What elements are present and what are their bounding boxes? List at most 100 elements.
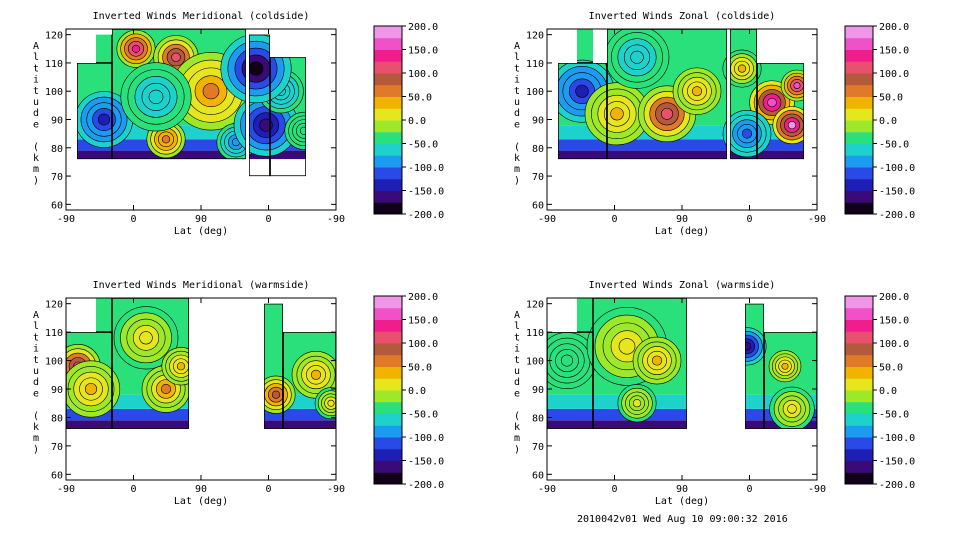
- contour: [84, 383, 98, 395]
- colorbar-swatch: [374, 354, 402, 367]
- data-region-edge: [756, 62, 804, 160]
- colorbar-swatch: [374, 167, 402, 180]
- colorbar-swatch: [374, 401, 402, 414]
- colorbar-label: -100.0: [879, 433, 915, 444]
- contour: [171, 52, 181, 62]
- chart-panel-3: Inverted Winds Meridional (warmside) -90 0…: [33, 280, 444, 507]
- x-tick-label: 90: [676, 214, 688, 225]
- colorbar-swatch: [374, 307, 402, 320]
- colorbar-swatch: [374, 73, 402, 86]
- contour: [691, 86, 703, 97]
- contour: [271, 390, 281, 399]
- colorbar-label: -150.0: [879, 457, 915, 468]
- wind-field: [558, 29, 804, 160]
- contour: [742, 342, 752, 351]
- colorbar-swatch: [374, 296, 402, 309]
- colorbar-label: 100.0: [408, 69, 438, 80]
- contour: [610, 107, 624, 121]
- colorbar-swatch: [374, 448, 402, 461]
- colorbar-swatch: [374, 425, 402, 438]
- colorbar-swatch: [374, 190, 402, 203]
- x-tick-label: 0: [611, 214, 617, 225]
- y-tick-label: 100: [526, 357, 544, 368]
- y-tick-label: 90: [51, 116, 63, 127]
- contour: [202, 83, 220, 100]
- colorbar-swatch: [845, 96, 873, 109]
- wind-field: [77, 29, 306, 177]
- contour: [793, 82, 801, 89]
- colorbar-swatch: [374, 472, 402, 485]
- colorbar-label: -150.0: [408, 187, 444, 198]
- colorbar-swatch: [374, 343, 402, 356]
- data-region-edge: [111, 29, 247, 160]
- colorbar-swatch: [845, 49, 873, 62]
- colorbar-swatch: [374, 319, 402, 332]
- y-tick-label: 80: [51, 144, 63, 155]
- colorbar-label: -50.0: [879, 410, 909, 421]
- colorbar-label: 50.0: [879, 363, 903, 374]
- contour: [148, 89, 164, 105]
- data-region-edge: [763, 331, 817, 429]
- field-band: [547, 408, 817, 421]
- colorbar-swatch: [374, 143, 402, 156]
- colorbar-swatch: [845, 178, 873, 191]
- contour: [767, 97, 777, 108]
- contour: [632, 399, 642, 408]
- y-tick-label: 60: [51, 200, 63, 211]
- colorbar-swatch: [374, 84, 402, 97]
- colorbar-label: 150.0: [408, 46, 438, 57]
- field-band: [558, 139, 804, 151]
- y-tick-label: 100: [45, 87, 63, 98]
- contour: [651, 355, 663, 366]
- colorbar-swatch: [845, 378, 873, 391]
- y-tick-label: 100: [526, 87, 544, 98]
- contour: [787, 404, 797, 414]
- x-tick-label: -90: [538, 214, 556, 225]
- field-band: [77, 150, 306, 160]
- wind-field: [66, 298, 336, 429]
- colorbar-swatch: [845, 296, 873, 309]
- y-tick-label: 110: [45, 59, 63, 70]
- contour: [660, 107, 674, 120]
- field-band: [558, 150, 804, 160]
- contour: [327, 399, 335, 407]
- x-tick-label: 0: [265, 484, 271, 495]
- colorbar-swatch: [374, 96, 402, 109]
- x-tick-label: 90: [676, 484, 688, 495]
- contour: [560, 354, 574, 367]
- contour: [310, 369, 322, 380]
- y-tick-label: 70: [532, 172, 544, 183]
- x-tick-label: -90: [57, 214, 75, 225]
- x-tick-label: 0: [746, 214, 752, 225]
- contour: [575, 84, 589, 98]
- colorbar-swatch: [845, 108, 873, 121]
- field-band: [547, 394, 817, 409]
- colorbar-swatch: [374, 178, 402, 191]
- colorbar-label: -150.0: [879, 187, 915, 198]
- colorbar-swatch: [374, 61, 402, 74]
- contour: [161, 135, 171, 144]
- x-axis-label: Lat (deg): [655, 226, 709, 237]
- colorbar-label: 200.0: [408, 22, 438, 33]
- colorbar-swatch: [374, 155, 402, 168]
- colorbar-label: -100.0: [408, 163, 444, 174]
- x-tick-label: -90: [57, 484, 75, 495]
- x-tick-label: 0: [130, 214, 136, 225]
- colorbar-swatch: [845, 84, 873, 97]
- contour: [248, 61, 264, 76]
- colorbar: 200.0 150.0 100.0 50.0 0.0 -50.0 -100.0 -150.0 -…: [844, 292, 915, 491]
- colorbar-swatch: [374, 437, 402, 450]
- colorbar-swatch: [845, 190, 873, 203]
- data-region-edge: [592, 298, 688, 429]
- colorbar-label: 200.0: [408, 292, 438, 303]
- contour: [630, 50, 644, 64]
- data-region-edge: [606, 29, 728, 160]
- colorbar-swatch: [374, 131, 402, 144]
- y-tick-label: 90: [532, 116, 544, 127]
- colorbar-label: 50.0: [408, 363, 432, 374]
- colorbar-label: 100.0: [879, 339, 909, 350]
- y-tick-label: 90: [51, 385, 63, 396]
